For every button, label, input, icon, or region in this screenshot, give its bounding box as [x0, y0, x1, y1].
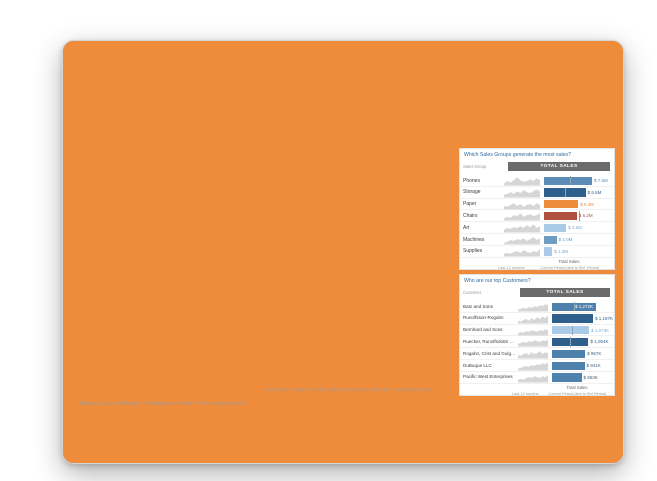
row-name: Ruecker, Runolfsdottir and ... [463, 338, 516, 344]
bar-value-label: $ 1.3M [554, 248, 568, 254]
row-name: Runolfsson-Rogahn [463, 315, 504, 321]
value-bar-dubuque-llc[interactable] [552, 361, 585, 370]
footnote-left: Last 12 months [498, 264, 525, 270]
row-name: DuBuque LLC [463, 362, 492, 368]
table-row: DuBuque LLC $ 941K [460, 360, 614, 372]
column-header-total-sales: TOTAL SALES [520, 288, 610, 297]
row-name: Paper [463, 201, 477, 208]
table-row: Phones $ 7.6M [460, 175, 614, 187]
sparkline[interactable] [518, 314, 548, 324]
column-header-total-sales: TOTAL SALES [508, 162, 610, 171]
sparkline[interactable] [504, 235, 540, 245]
sparkline[interactable] [518, 302, 548, 312]
bar-value-label: $ 3.5M [568, 225, 582, 231]
table-row: Bernhard and Sons $ 1,073K [460, 325, 614, 337]
table-row: Batz and Sons $ 1,272K [460, 301, 614, 313]
bar-value-label: $ 5.2M [578, 213, 593, 219]
column-header-left: Customer [463, 290, 482, 295]
sparkline[interactable] [518, 337, 548, 347]
row-name: Storage [463, 189, 481, 196]
sparkline[interactable] [518, 373, 548, 383]
dashboard-canvas: YTD Nov-21 compared to YTD Nov-20 What a… [63, 41, 623, 463]
row-name: Pacific West Enterprises [463, 374, 513, 380]
row-name: Batz and Sons [463, 303, 493, 309]
table-row: Supplies $ 1.3M [460, 246, 614, 258]
footnote-left: Last 12 months [512, 390, 539, 396]
value-bar-paper[interactable] [544, 200, 579, 209]
sparkline[interactable] [518, 349, 548, 359]
reference-tick [564, 187, 566, 198]
table-row: Pacific West Enterprises $ 853K [460, 372, 614, 384]
dashboard-window: HomeCockpitProduct PerformanceCustomer I… [62, 40, 624, 464]
row-name: Bernhard and Sons [463, 327, 503, 333]
panel-top-customers: Who are our top Customers? Customer TOTAL… [459, 274, 615, 396]
row-name: Art [463, 224, 470, 231]
bar-value-label: $ 2.0M [558, 237, 573, 242]
bar-value-label: $ 1,073K [591, 327, 610, 333]
row-name: Supplies [463, 248, 483, 255]
value-bar-art[interactable] [544, 223, 567, 232]
value-bar-machines[interactable] [544, 235, 557, 244]
reference-tick [570, 337, 572, 347]
table-row: Storage $ 6.6M [460, 187, 614, 199]
value-bar-rogahn-crist-and-gulgowski[interactable] [552, 349, 586, 358]
panel-customer-base: What does our Customer base look like? E… [63, 41, 623, 463]
table-row: Paper $ 5.4M [460, 199, 614, 211]
sparkline[interactable] [518, 361, 548, 371]
sparkline[interactable] [504, 176, 540, 186]
value-bar-supplies[interactable] [544, 247, 553, 256]
sparkline[interactable] [504, 211, 540, 221]
footnote-right: Current Period (line is Ref. Period) [540, 264, 600, 270]
table-row: Ruecker, Runolfsdottir and ... $ 1,054K [460, 336, 614, 349]
table-row: Runolfsson-Rogahn $ 1,187K [460, 313, 614, 325]
dashboard-footer: Tableau | Sales Dashboard | Confidential… [79, 401, 246, 407]
table-row: Rogahn, Crist and Gulgowski $ 957K [460, 348, 614, 360]
axis-title: Total Sales [566, 385, 588, 390]
table-row: Art $ 3.5M [460, 222, 614, 234]
reference-tick [574, 302, 575, 312]
reference-tick [570, 176, 572, 186]
panel-title: Which Sales Groups generate the most sal… [464, 151, 571, 158]
bar-value-label: $ 1,054K [590, 339, 609, 345]
table-row: Chairs $ 5.2M [460, 210, 614, 223]
value-bar-runolfsson-rogahn[interactable] [552, 314, 594, 323]
column-header-left: Sales Group [463, 164, 487, 169]
value-bar-phones[interactable] [544, 176, 592, 185]
axis-title: Total Sales [558, 259, 580, 264]
sparkline[interactable] [504, 223, 540, 233]
bar-value-label: $ 5.4M [580, 201, 594, 207]
caption: one circle per Customer; sized by Total … [265, 387, 433, 392]
value-bar-pacific-west-enterprises[interactable] [552, 373, 582, 382]
bar-value-label: $ 1,272K [574, 304, 593, 309]
footnote-right: Current Period (line is Ref.Period) [548, 390, 607, 396]
panel-title: Who are our top Customers? [464, 277, 531, 284]
bar-value-label: $ 7.6M [594, 178, 608, 183]
panel-sales-groups: Which Sales Groups generate the most sal… [459, 148, 615, 270]
value-bar-chairs[interactable] [544, 211, 577, 221]
row-name: Machines [463, 236, 485, 243]
sparkline[interactable] [518, 326, 548, 336]
bar-value-label: $ 853K [583, 374, 598, 380]
table-row: Machines $ 2.0M [460, 234, 614, 246]
row-name: Chairs [463, 212, 478, 219]
bar-value-label: $ 941K [586, 363, 601, 368]
reference-tick [572, 325, 574, 335]
reference-tick [579, 211, 581, 221]
row-name: Phones [463, 177, 480, 184]
sparkline[interactable] [504, 188, 540, 198]
bar-value-label: $ 6.6M [587, 189, 602, 195]
row-name: Rogahn, Crist and Gulgowski [463, 350, 516, 356]
sparkline[interactable] [504, 200, 540, 210]
bar-value-label: $ 957K [587, 351, 602, 357]
bar-value-label: $ 1,187K [595, 315, 614, 321]
sparkline[interactable] [504, 247, 540, 257]
value-bar-bernhard-and-sons[interactable] [552, 326, 590, 335]
